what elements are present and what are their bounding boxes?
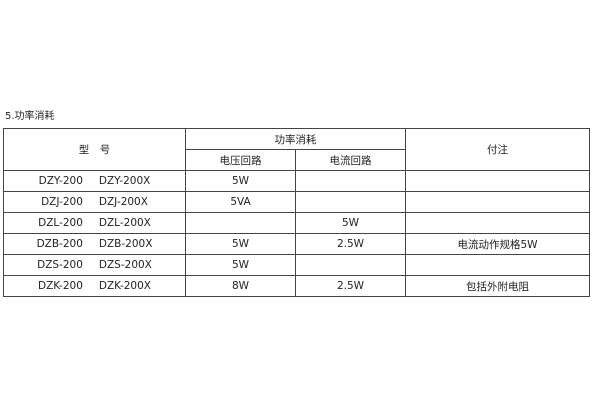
current-cell [295, 254, 406, 276]
model-b: DZJ-200X [98, 196, 148, 208]
note-cell [405, 170, 590, 192]
model-cell: DZJ-200 DZJ-200X [3, 191, 186, 213]
model-a: DZJ-200 [41, 196, 83, 208]
current-cell: 2.5W [295, 275, 406, 297]
model-a: DZB-200 [36, 238, 83, 250]
note-cell: 包括外附电阻 [405, 275, 590, 297]
model-b: DZS-200X [98, 259, 152, 271]
table-row: DZB-200 DZB-200X 5W 2.5W 电流动作规格5W [3, 233, 590, 255]
current-cell [295, 170, 406, 192]
header-notes: 付注 [405, 128, 590, 171]
voltage-cell [185, 212, 296, 234]
table-row: DZL-200 DZL-200X 5W [3, 212, 590, 234]
model-b: DZY-200X [98, 175, 151, 187]
voltage-cell: 5VA [185, 191, 296, 213]
model-cell: DZY-200 DZY-200X [3, 170, 186, 192]
table-row: DZJ-200 DZJ-200X 5VA [3, 191, 590, 213]
model-b: DZB-200X [98, 238, 153, 250]
current-cell: 2.5W [295, 233, 406, 255]
model-b: DZL-200X [98, 217, 151, 229]
voltage-cell: 8W [185, 275, 296, 297]
model-cell: DZS-200 DZS-200X [3, 254, 186, 276]
current-cell: 5W [295, 212, 406, 234]
note-cell [405, 191, 590, 213]
table-row: DZS-200 DZS-200X 5W [3, 254, 590, 276]
note-cell: 电流动作规格5W [405, 233, 590, 255]
header-power: 功率消耗 [185, 128, 406, 150]
model-a: DZS-200 [37, 259, 83, 271]
section-title: 5.功率消耗 [5, 111, 55, 122]
model-b: DZK-200X [98, 280, 151, 292]
table-row: DZK-200 DZK-200X 8W 2.5W 包括外附电阻 [3, 275, 590, 297]
header-voltage-circuit: 电压回路 [185, 149, 296, 171]
voltage-cell: 5W [185, 254, 296, 276]
voltage-cell: 5W [185, 170, 296, 192]
model-cell: DZK-200 DZK-200X [3, 275, 186, 297]
header-row: 型 号 功率消耗 付注 [3, 128, 590, 171]
header-model: 型 号 [3, 128, 186, 171]
note-cell [405, 212, 590, 234]
table-row: DZY-200 DZY-200X 5W [3, 170, 590, 192]
note-cell [405, 254, 590, 276]
header-current-circuit: 电流回路 [295, 149, 406, 171]
model-cell: DZB-200 DZB-200X [3, 233, 186, 255]
model-a: DZL-200 [38, 217, 83, 229]
model-a: DZK-200 [38, 280, 83, 292]
model-a: DZY-200 [38, 175, 83, 187]
voltage-cell: 5W [185, 233, 296, 255]
power-consumption-table: 型 号 功率消耗 付注 电压回路 电流回路 DZY-200 DZY-200X 5W… [3, 128, 590, 297]
current-cell [295, 191, 406, 213]
model-cell: DZL-200 DZL-200X [3, 212, 186, 234]
